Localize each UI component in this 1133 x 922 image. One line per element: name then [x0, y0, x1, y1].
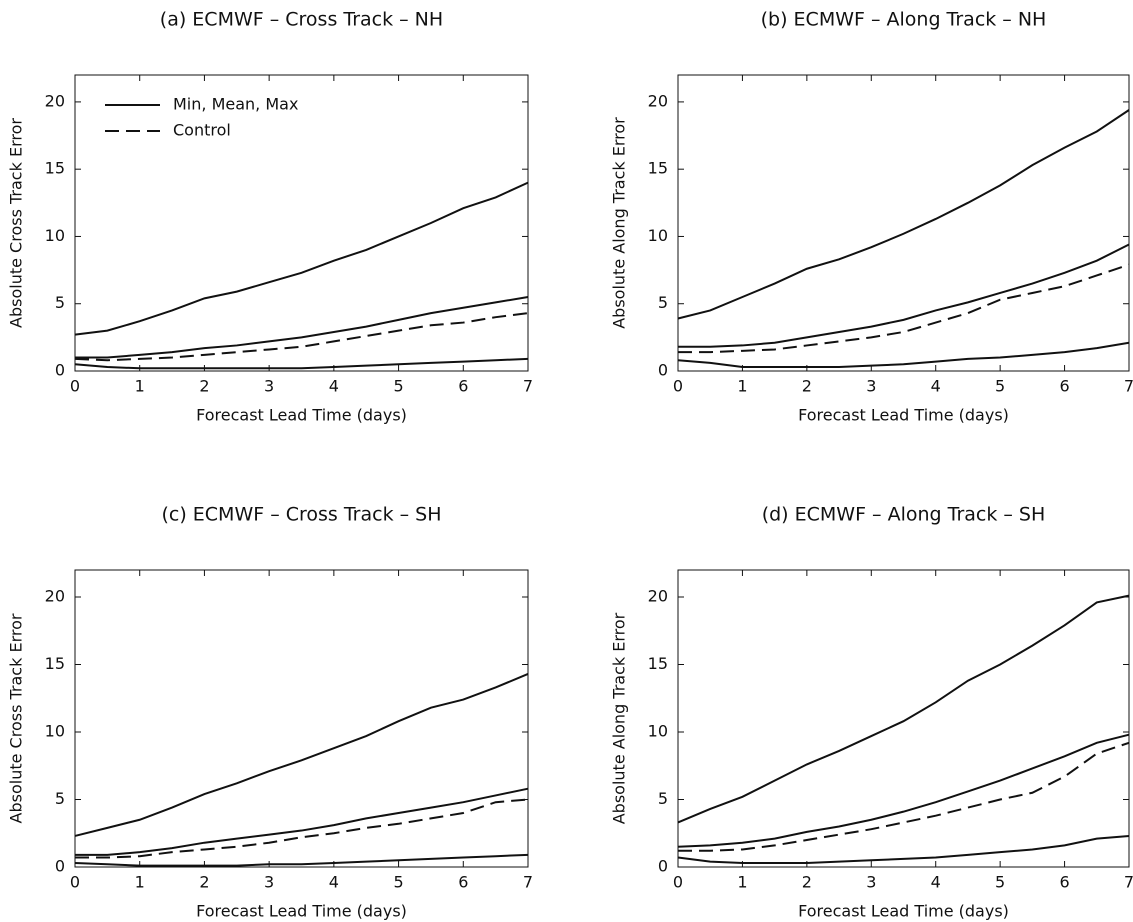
series-line	[677, 834, 1130, 864]
legend-label: Control	[173, 121, 231, 140]
panel: (c) ECMWF – Cross Track – SH Forecast Lea…	[7, 504, 534, 921]
x-tick-label: 7	[1124, 873, 1133, 892]
x-tick-label: 7	[523, 873, 533, 892]
y-tick-label: 20	[45, 587, 65, 606]
x-tick-label: 6	[458, 873, 468, 892]
y-tick-label: 15	[45, 159, 65, 178]
y-tick-label: 0	[55, 361, 65, 380]
y-tick-label: 5	[658, 293, 668, 312]
x-tick-label: 4	[329, 873, 339, 892]
y-axis-label: Absolute Cross Track Error	[7, 118, 26, 328]
x-tick-label: 2	[802, 377, 812, 396]
x-axis-label: Forecast Lead Time (days)	[798, 406, 1009, 425]
series-line	[677, 733, 1130, 848]
y-axis-label: Absolute Along Track Error	[610, 117, 629, 329]
y-tick-label: 15	[648, 159, 668, 178]
x-tick-label: 1	[737, 873, 747, 892]
y-tick-label: 20	[45, 91, 65, 110]
x-tick-label: 1	[135, 873, 145, 892]
x-tick-label: 3	[866, 873, 876, 892]
y-tick-label: 0	[658, 361, 668, 380]
series-line	[75, 787, 529, 856]
x-tick-label: 5	[995, 873, 1005, 892]
panel: (d) ECMWF – Along Track – SH Forecast Lea…	[610, 504, 1133, 921]
panel-title: (b) ECMWF – Along Track – NH	[761, 9, 1047, 31]
series-line	[74, 312, 529, 362]
x-tick-label: 0	[673, 377, 683, 396]
series-line	[74, 357, 529, 370]
x-tick-label: 2	[199, 873, 209, 892]
x-axis-label: Forecast Lead Time (days)	[798, 902, 1009, 921]
y-tick-label: 5	[658, 789, 668, 808]
legend-label: Min, Mean, Max	[173, 95, 298, 114]
x-tick-label: 7	[523, 377, 533, 396]
panel-title: (c) ECMWF – Cross Track – SH	[161, 504, 441, 526]
y-tick-label: 20	[648, 587, 668, 606]
x-tick-label: 3	[264, 377, 274, 396]
x-tick-label: 2	[199, 377, 209, 396]
x-tick-label: 1	[135, 377, 145, 396]
y-tick-label: 15	[648, 654, 668, 673]
x-tick-label: 5	[393, 377, 403, 396]
x-tick-label: 3	[264, 873, 274, 892]
x-tick-label: 4	[931, 377, 941, 396]
series-line	[678, 741, 1130, 852]
x-tick-label: 0	[70, 377, 80, 396]
y-tick-label: 10	[648, 722, 668, 741]
x-axis-label: Forecast Lead Time (days)	[196, 406, 407, 425]
x-tick-label: 2	[802, 873, 812, 892]
y-tick-label: 20	[648, 91, 668, 110]
series-line	[74, 673, 529, 837]
y-tick-label: 10	[45, 722, 65, 741]
plot-frame	[677, 569, 1130, 868]
x-tick-label: 5	[995, 377, 1005, 396]
x-tick-label: 5	[393, 873, 403, 892]
x-tick-label: 0	[70, 873, 80, 892]
y-axis-label: Absolute Cross Track Error	[7, 613, 26, 823]
series-line	[74, 181, 529, 336]
plot-frame	[74, 569, 529, 868]
series-line	[75, 296, 529, 359]
series-line	[677, 341, 1130, 368]
y-tick-label: 0	[55, 857, 65, 876]
x-tick-label: 0	[673, 873, 683, 892]
x-tick-label: 6	[458, 377, 468, 396]
series-line	[678, 243, 1130, 348]
y-tick-label: 5	[55, 789, 65, 808]
series-line	[74, 853, 529, 867]
x-tick-label: 3	[866, 377, 876, 396]
series-line	[677, 109, 1130, 320]
y-tick-label: 0	[658, 857, 668, 876]
panel-title: (a) ECMWF – Cross Track – NH	[160, 9, 443, 31]
x-tick-label: 6	[1059, 377, 1069, 396]
y-tick-label: 15	[45, 654, 65, 673]
x-tick-label: 1	[737, 377, 747, 396]
plot-frame	[74, 74, 529, 372]
y-tick-label: 10	[45, 226, 65, 245]
y-tick-label: 10	[648, 226, 668, 245]
y-axis-label: Absolute Along Track Error	[610, 612, 629, 824]
x-tick-label: 7	[1124, 377, 1133, 396]
plot-frame	[677, 74, 1130, 372]
panel-title: (d) ECMWF – Along Track – SH	[762, 504, 1046, 526]
y-tick-label: 5	[55, 293, 65, 312]
x-tick-label: 6	[1059, 873, 1069, 892]
series-line	[678, 263, 1130, 354]
series-line	[75, 798, 529, 859]
x-tick-label: 4	[329, 377, 339, 396]
x-axis-label: Forecast Lead Time (days)	[196, 902, 407, 921]
panel: (a) ECMWF – Cross Track – NH Forecast Lea…	[7, 9, 534, 425]
panel: (b) ECMWF – Along Track – NH Forecast Lea…	[610, 9, 1133, 425]
series-line	[677, 594, 1130, 824]
x-tick-label: 4	[931, 873, 941, 892]
